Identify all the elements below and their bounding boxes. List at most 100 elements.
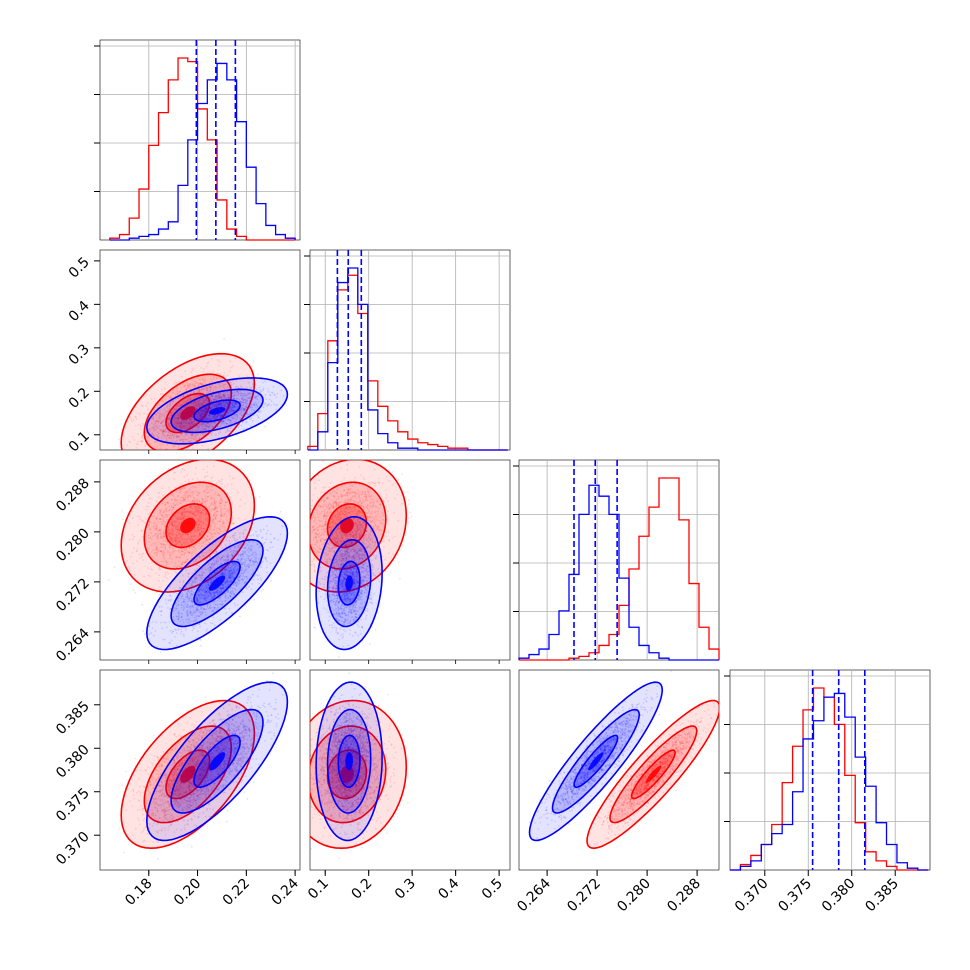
sample-point-red [137,441,140,443]
sample-point-red [172,439,174,442]
sample-point-red [193,391,196,393]
sample-point-red [153,397,156,400]
sample-point-red [193,401,195,403]
sample-point-red [150,428,152,430]
sample-point-red [181,409,184,411]
sample-point-red [169,402,172,405]
sample-point-red [169,424,172,427]
sample-point-red [180,404,183,407]
sample-point-red [189,433,192,436]
sample-point-red [120,509,123,512]
sample-point-red [171,433,174,436]
sample-point-red [161,432,164,434]
sample-point-red [169,451,171,453]
sample-point-red [160,447,163,450]
sample-point-red [161,414,164,416]
sample-point-red [217,397,220,399]
sample-point-red [162,430,165,433]
sample-point-red [172,437,175,439]
sample-point-red [173,435,176,438]
sample-point-red [132,419,135,421]
sample-point-red [217,395,220,398]
sample-point-red [206,362,209,365]
sample-point-red [146,451,148,453]
sample-point-red [141,439,143,442]
sample-point-red [198,418,201,420]
sample-point-red [156,451,158,453]
sample-point-red [201,413,204,416]
sample-point-red [179,404,182,407]
sample-point-red [224,402,227,405]
sample-point-red [195,402,198,404]
sample-point-red [192,421,195,423]
sample-point-red [202,402,205,404]
sample-point-red [164,448,167,450]
sample-point-red [222,394,225,396]
sample-point-red [190,421,193,424]
sample-point-red [189,437,192,440]
sample-point-red [154,428,157,431]
sample-point-red [165,435,168,438]
sample-point-red [113,566,116,568]
sample-point-red [199,394,202,397]
sample-point-red [185,388,188,391]
sample-point-red [198,388,201,391]
sample-point-red [178,413,181,416]
sample-point-red [205,422,208,425]
panel-frame [729,669,931,871]
sample-point-red [153,423,155,426]
sample-point-red [176,423,179,425]
hist-panel-0 [94,39,301,241]
sample-point-red [188,403,191,405]
sample-point-red [210,380,213,383]
sample-point-red [225,407,227,410]
sample-point-red [198,406,201,409]
sample-point-red [217,403,220,406]
sample-point-red [144,451,146,453]
sample-point-red [154,421,157,424]
sample-point-red [177,397,180,399]
sample-point-red [201,411,203,414]
sample-point-red [199,382,201,385]
sample-point-red [237,386,240,389]
sample-point-red [182,424,184,427]
sample-point-red [145,443,148,446]
sample-point-red [169,432,172,435]
sample-point-red [223,337,226,340]
sample-point-blue [262,588,265,591]
sample-point-red [153,434,156,437]
sample-point-red [173,451,175,453]
sample-point-red [193,384,196,387]
sample-point-red [176,414,179,416]
sample-point-red [197,382,200,384]
sample-point-red [139,428,142,430]
sample-point-red [202,419,205,422]
hist-step-blue [109,62,296,241]
sample-point-red [194,428,197,430]
sample-point-red [118,438,121,441]
sample-point-red [227,454,229,456]
sample-point-red [203,389,206,391]
sample-point-red [167,468,170,470]
sample-point-red [157,402,160,405]
sample-point-red [180,421,183,424]
sample-point-red [257,373,259,376]
sample-point-red [131,436,134,438]
sample-point-red [168,427,171,429]
sample-point-red [221,382,223,385]
panel-frame [99,249,301,451]
sample-point-blue [141,603,144,606]
sample-point-red [170,434,173,437]
sample-point-red [194,401,197,404]
sample-point-red [176,422,179,424]
sample-point-red [162,443,164,446]
sample-point-red [152,451,154,453]
sample-point-red [204,411,206,413]
sample-point-red [139,425,142,428]
sample-point-red [170,396,173,398]
sample-point-red [180,423,183,426]
sample-point-red [107,579,110,581]
sample-point-red [154,422,157,425]
sample-point-red [189,425,192,427]
sample-point-red [209,384,211,387]
